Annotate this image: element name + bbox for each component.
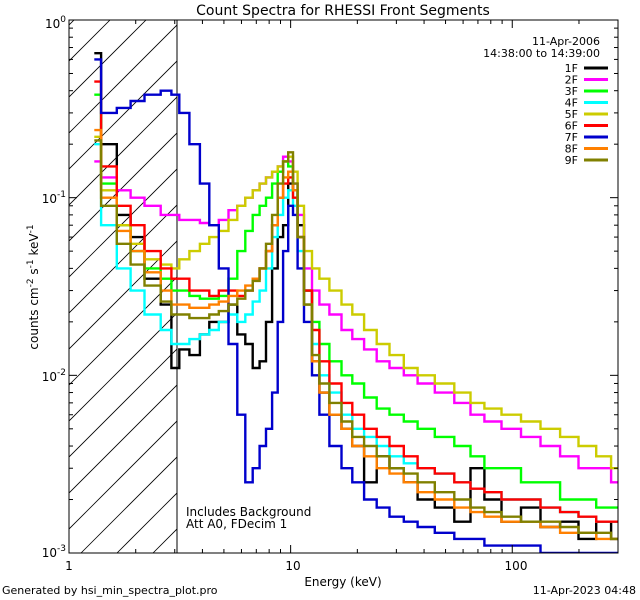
series-5f: [94, 135, 618, 470]
hatch-line: [261, 0, 640, 553]
hatch-line: [69, 132, 177, 242]
legend-label-7f: 7F: [565, 131, 578, 144]
date-label: 11-Apr-2006: [532, 35, 600, 48]
hatch-line: [69, 20, 75, 26]
hatch-line: [69, 312, 177, 422]
x-tick-label-1: 1: [65, 559, 73, 573]
x-tick-label-10: 10: [285, 559, 300, 573]
legend-label-3f: 3F: [565, 85, 578, 98]
legend-label-8f: 8F: [565, 143, 578, 156]
series-9f: [94, 139, 618, 541]
hatch-line: [69, 168, 177, 278]
x-tick-label-100: 100: [505, 559, 528, 573]
hatch-line: [69, 24, 177, 134]
footer-generated-by: Generated by hsi_min_spectra_plot.pro: [2, 584, 218, 597]
y-axis-label: counts cm-2 s-1 keV-1: [26, 224, 41, 349]
series-7f: [94, 58, 618, 553]
plot-frame: [68, 19, 619, 554]
y-tick-label-1e-3: 10-3: [42, 544, 66, 560]
legend-label-1f: 1F: [565, 62, 578, 75]
y-tick-label-1e-2: 10-2: [42, 368, 66, 384]
legend-label-2f: 2F: [565, 74, 578, 87]
hatch-line: [69, 384, 177, 494]
y-tick-label-1e0: 100: [45, 15, 66, 31]
series-4f: [94, 143, 618, 523]
series-8f: [94, 128, 618, 541]
annotation-background: Includes Background: [186, 505, 311, 519]
series-6f: [94, 80, 618, 523]
hatch-line: [69, 20, 147, 98]
hatch-line: [69, 60, 177, 170]
hatch-line: [116, 492, 177, 553]
legend-label-9f: 9F: [565, 154, 578, 167]
hatch-line: [69, 240, 177, 350]
legend-label-6f: 6F: [565, 120, 578, 133]
series-1f: [94, 52, 618, 541]
legend-label-4f: 4F: [565, 97, 578, 110]
legend-label-5f: 5F: [565, 108, 578, 121]
time-range-label: 14:38:00 to 14:39:00: [483, 47, 600, 60]
hatch-line: [80, 456, 177, 553]
series-2f: [94, 155, 618, 484]
annotation-attenuator: Att A0, FDecim 1: [186, 517, 287, 531]
x-axis-label: Energy (keV): [304, 575, 381, 589]
hatch-line: [69, 420, 177, 530]
axis-ticks: [68, 19, 619, 554]
chart-title: Count Spectra for RHESSI Front Segments: [196, 3, 490, 19]
hatch-line: [69, 96, 177, 206]
y-tick-label-1e-1: 10-1: [42, 190, 66, 206]
hatch-line: [0, 0, 29, 553]
hatch-line: [69, 204, 177, 314]
footer-timestamp: 11-Apr-2023 04:48: [533, 584, 636, 597]
series-layer: [94, 52, 618, 553]
